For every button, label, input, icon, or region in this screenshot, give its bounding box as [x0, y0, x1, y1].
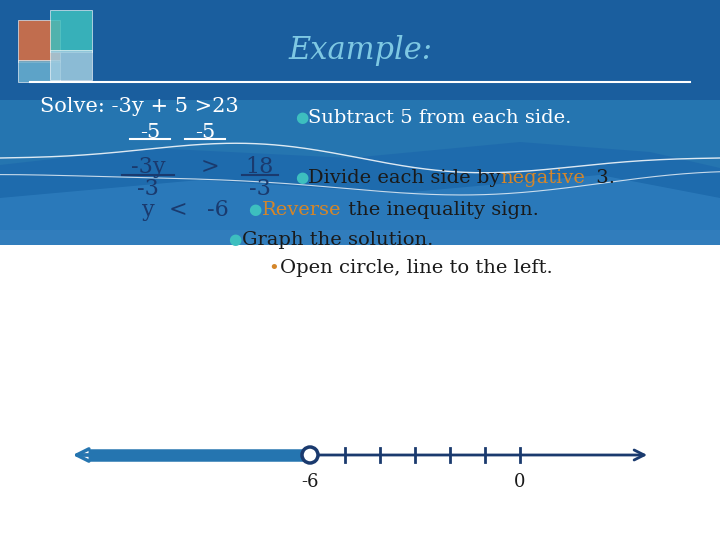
FancyBboxPatch shape — [0, 0, 720, 110]
Text: Example:: Example: — [288, 35, 432, 65]
Polygon shape — [0, 142, 720, 245]
Text: Reverse: Reverse — [262, 201, 341, 219]
Text: -6: -6 — [301, 473, 319, 491]
Text: -3y: -3y — [131, 156, 166, 178]
Text: -3: -3 — [137, 178, 159, 200]
Text: ●: ● — [295, 111, 308, 125]
Text: the inequality sign.: the inequality sign. — [342, 201, 539, 219]
Circle shape — [302, 447, 318, 463]
Text: ●: ● — [248, 202, 261, 218]
Text: 18: 18 — [246, 156, 274, 178]
Text: •: • — [268, 259, 279, 277]
FancyBboxPatch shape — [18, 60, 60, 82]
Text: -6: -6 — [207, 199, 229, 221]
Text: ●: ● — [295, 171, 308, 186]
Text: -5: -5 — [195, 123, 215, 141]
Text: -3: -3 — [249, 178, 271, 200]
Text: Open circle, line to the left.: Open circle, line to the left. — [280, 259, 553, 277]
Text: 0: 0 — [514, 473, 526, 491]
FancyBboxPatch shape — [0, 230, 720, 540]
Text: Subtract 5 from each side.: Subtract 5 from each side. — [308, 109, 572, 127]
Text: -5: -5 — [140, 123, 160, 141]
FancyBboxPatch shape — [18, 20, 60, 62]
Text: negative: negative — [500, 169, 585, 187]
Text: Divide each side by: Divide each side by — [308, 169, 507, 187]
Text: <: < — [168, 199, 187, 221]
Text: >: > — [201, 156, 220, 178]
FancyBboxPatch shape — [50, 10, 92, 52]
Text: y: y — [142, 199, 154, 221]
Text: Solve: -3y + 5 >23: Solve: -3y + 5 >23 — [40, 98, 239, 117]
Text: ●: ● — [228, 233, 241, 247]
FancyBboxPatch shape — [0, 100, 720, 245]
Polygon shape — [0, 175, 720, 245]
FancyBboxPatch shape — [50, 50, 92, 80]
Text: Graph the solution.: Graph the solution. — [242, 231, 433, 249]
Text: 3.: 3. — [590, 169, 615, 187]
